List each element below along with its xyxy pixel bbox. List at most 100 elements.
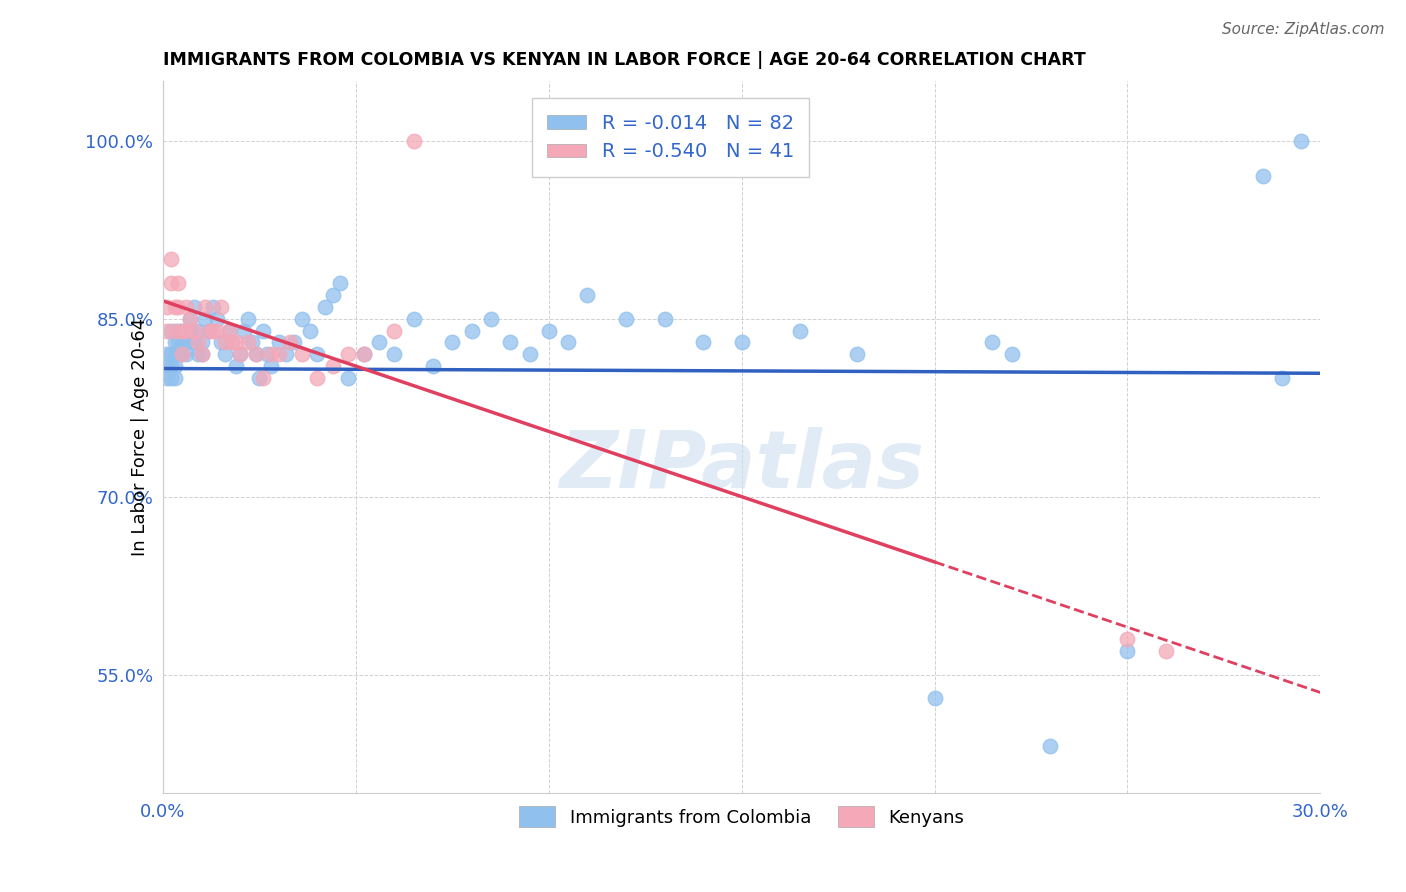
Point: [190, 347, 212, 361]
Point: [167, 347, 190, 361]
Point: [267, 335, 290, 350]
Point: [322, 288, 344, 302]
Point: [249, 371, 271, 385]
Point: [236, 311, 259, 326]
Point: [479, 311, 502, 326]
Point: [337, 371, 360, 385]
Point: [1039, 739, 1062, 753]
Point: [252, 371, 274, 385]
Point: [163, 324, 186, 338]
Point: [384, 324, 406, 338]
Point: [329, 276, 352, 290]
Point: [159, 276, 181, 290]
Point: [183, 335, 205, 350]
Point: [163, 371, 186, 385]
Point: [422, 359, 444, 373]
Point: [499, 335, 522, 350]
Point: [298, 324, 321, 338]
Point: [368, 335, 391, 350]
Point: [981, 335, 1004, 350]
Point: [789, 324, 811, 338]
Point: [240, 335, 263, 350]
Point: [205, 311, 228, 326]
Point: [307, 371, 329, 385]
Point: [221, 335, 243, 350]
Point: [384, 347, 406, 361]
Point: [156, 371, 179, 385]
Point: [221, 335, 243, 350]
Point: [167, 300, 190, 314]
Point: [159, 324, 181, 338]
Point: [731, 335, 754, 350]
Point: [167, 276, 190, 290]
Point: [172, 347, 194, 361]
Point: [314, 300, 336, 314]
Point: [402, 311, 425, 326]
Point: [1001, 347, 1024, 361]
Point: [245, 347, 267, 361]
Point: [283, 335, 305, 350]
Point: [256, 347, 278, 361]
Point: [576, 288, 599, 302]
Point: [163, 335, 186, 350]
Point: [846, 347, 869, 361]
Point: [924, 691, 946, 706]
Point: [159, 347, 181, 361]
Point: [187, 324, 209, 338]
Point: [460, 324, 482, 338]
Point: [198, 324, 221, 338]
Point: [557, 335, 579, 350]
Point: [267, 347, 290, 361]
Point: [225, 359, 247, 373]
Point: [1289, 134, 1312, 148]
Point: [174, 335, 197, 350]
Point: [159, 252, 181, 267]
Point: [260, 347, 283, 361]
Point: [229, 347, 252, 361]
Point: [353, 347, 375, 361]
Text: Source: ZipAtlas.com: Source: ZipAtlas.com: [1222, 22, 1385, 37]
Point: [156, 324, 179, 338]
Point: [190, 347, 212, 361]
Point: [218, 324, 240, 338]
Point: [194, 311, 217, 326]
Point: [209, 335, 232, 350]
Point: [218, 324, 240, 338]
Point: [214, 335, 236, 350]
Point: [172, 347, 194, 361]
Point: [614, 311, 637, 326]
Point: [402, 134, 425, 148]
Point: [654, 311, 676, 326]
Point: [209, 300, 232, 314]
Point: [519, 347, 541, 361]
Point: [276, 347, 298, 361]
Point: [291, 311, 314, 326]
Point: [198, 324, 221, 338]
Point: [174, 347, 197, 361]
Point: [172, 324, 194, 338]
Point: [236, 335, 259, 350]
Point: [163, 359, 186, 373]
Point: [159, 371, 181, 385]
Point: [233, 324, 256, 338]
Point: [156, 300, 179, 314]
Point: [174, 300, 197, 314]
Point: [1116, 644, 1139, 658]
Point: [307, 347, 329, 361]
Point: [214, 347, 236, 361]
Point: [190, 335, 212, 350]
Point: [1251, 169, 1274, 184]
Point: [163, 347, 186, 361]
Point: [179, 311, 201, 326]
Point: [291, 347, 314, 361]
Point: [187, 335, 209, 350]
Point: [183, 324, 205, 338]
Legend: Immigrants from Colombia, Kenyans: Immigrants from Colombia, Kenyans: [512, 799, 972, 834]
Point: [1154, 644, 1177, 658]
Point: [183, 300, 205, 314]
Point: [322, 359, 344, 373]
Point: [252, 324, 274, 338]
Point: [156, 359, 179, 373]
Point: [441, 335, 464, 350]
Point: [205, 324, 228, 338]
